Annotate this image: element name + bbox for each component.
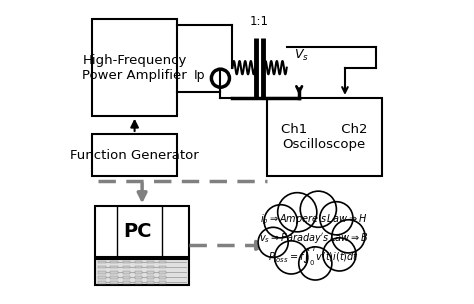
Circle shape xyxy=(278,193,317,232)
FancyBboxPatch shape xyxy=(123,266,130,268)
Circle shape xyxy=(299,247,332,280)
Circle shape xyxy=(320,202,353,235)
FancyBboxPatch shape xyxy=(110,281,118,284)
FancyBboxPatch shape xyxy=(267,98,382,176)
FancyBboxPatch shape xyxy=(99,261,106,264)
FancyBboxPatch shape xyxy=(99,266,106,268)
FancyBboxPatch shape xyxy=(92,134,177,176)
FancyBboxPatch shape xyxy=(159,266,166,268)
Text: PC: PC xyxy=(123,222,152,241)
FancyBboxPatch shape xyxy=(92,19,177,116)
Text: $V_s$: $V_s$ xyxy=(294,48,309,63)
FancyBboxPatch shape xyxy=(110,266,118,268)
FancyBboxPatch shape xyxy=(146,281,154,284)
Text: 1:1: 1:1 xyxy=(250,16,269,29)
Text: $i_p \Rightarrow Ampere's\, Law \Rightarrow H$: $i_p \Rightarrow Ampere's\, Law \Rightar… xyxy=(260,212,367,227)
FancyBboxPatch shape xyxy=(123,261,130,264)
FancyBboxPatch shape xyxy=(135,266,142,268)
FancyBboxPatch shape xyxy=(159,261,166,264)
Text: Ip: Ip xyxy=(194,69,205,82)
FancyBboxPatch shape xyxy=(123,276,130,278)
Circle shape xyxy=(332,220,365,253)
FancyBboxPatch shape xyxy=(135,261,142,264)
FancyBboxPatch shape xyxy=(135,281,142,284)
Circle shape xyxy=(323,238,356,271)
FancyBboxPatch shape xyxy=(135,276,142,278)
FancyBboxPatch shape xyxy=(159,281,166,284)
Circle shape xyxy=(264,205,297,238)
FancyBboxPatch shape xyxy=(135,271,142,274)
Circle shape xyxy=(274,241,308,274)
FancyBboxPatch shape xyxy=(123,281,130,284)
Text: $P_{loss} = f\int_0^T v(t)i(t)dt$: $P_{loss} = f\int_0^T v(t)i(t)dt$ xyxy=(268,244,359,268)
Circle shape xyxy=(300,191,337,227)
FancyBboxPatch shape xyxy=(146,261,154,264)
FancyBboxPatch shape xyxy=(159,271,166,274)
FancyBboxPatch shape xyxy=(95,206,189,257)
FancyBboxPatch shape xyxy=(99,281,106,284)
FancyBboxPatch shape xyxy=(146,266,154,268)
Text: Function Generator: Function Generator xyxy=(70,149,199,161)
FancyBboxPatch shape xyxy=(123,271,130,274)
FancyBboxPatch shape xyxy=(99,276,106,278)
FancyBboxPatch shape xyxy=(110,261,118,264)
FancyBboxPatch shape xyxy=(99,271,106,274)
Text: Ch1        Ch2
Oscilloscope: Ch1 Ch2 Oscilloscope xyxy=(281,123,368,151)
Text: $v_s \Rightarrow Faraday's\, Law \Rightarrow B$: $v_s \Rightarrow Faraday's\, Law \Righta… xyxy=(259,231,369,245)
Text: High-Frequency
Power Amplifier: High-Frequency Power Amplifier xyxy=(82,54,187,82)
FancyBboxPatch shape xyxy=(146,276,154,278)
FancyBboxPatch shape xyxy=(146,271,154,274)
FancyBboxPatch shape xyxy=(159,276,166,278)
FancyBboxPatch shape xyxy=(110,271,118,274)
FancyBboxPatch shape xyxy=(95,260,189,285)
FancyBboxPatch shape xyxy=(110,276,118,278)
Circle shape xyxy=(258,227,288,257)
